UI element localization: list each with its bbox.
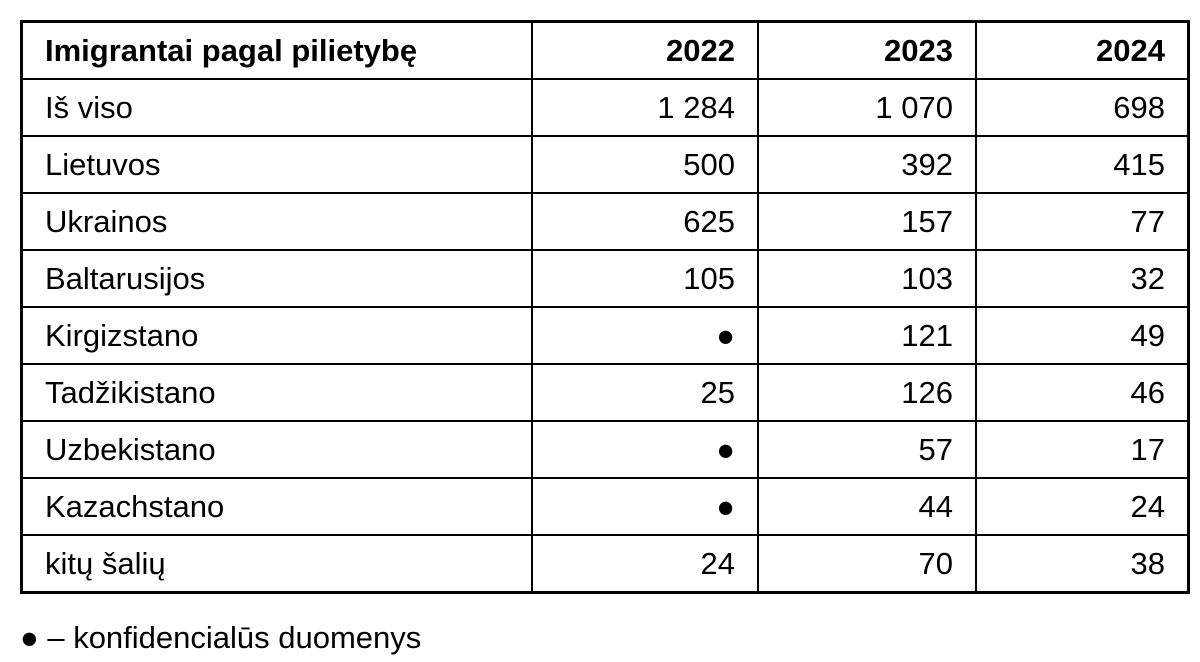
table-row: Kirgizstano ● 121 49 (20, 306, 1190, 365)
header-cell: 2023 (757, 20, 977, 80)
cell: 121 (757, 306, 977, 365)
table-row: Uzbekistano ● 57 17 (20, 420, 1190, 479)
cell: 77 (975, 192, 1190, 251)
cell: ● (531, 477, 759, 536)
cell: 1 284 (531, 78, 759, 137)
table-row: Ukrainos 625 157 77 (20, 192, 1190, 251)
row-label: Kirgizstano (20, 306, 533, 365)
cell: 24 (975, 477, 1190, 536)
cell: 38 (975, 534, 1190, 594)
cell: ● (531, 306, 759, 365)
cell: 49 (975, 306, 1190, 365)
table-row: Tadžikistano 25 126 46 (20, 363, 1190, 422)
cell: 70 (757, 534, 977, 594)
cell: 1 070 (757, 78, 977, 137)
row-label: kitų šalių (20, 534, 533, 594)
table-row: Lietuvos 500 392 415 (20, 135, 1190, 194)
table-row: Kazachstano ● 44 24 (20, 477, 1190, 536)
footnote: ● – konfidencialūs duomenys (20, 620, 422, 655)
row-label: Ukrainos (20, 192, 533, 251)
cell: 17 (975, 420, 1190, 479)
row-label: Iš viso (20, 78, 533, 137)
cell: 415 (975, 135, 1190, 194)
cell: 698 (975, 78, 1190, 137)
header-cell: 2024 (975, 20, 1190, 80)
header-row: Imigrantai pagal pilietybę 2022 2023 2024 (20, 20, 1190, 80)
cell: 103 (757, 249, 977, 308)
table-row: Baltarusijos 105 103 32 (20, 249, 1190, 308)
cell: 105 (531, 249, 759, 308)
row-label: Baltarusijos (20, 249, 533, 308)
header-cell: 2022 (531, 20, 759, 80)
table-body: Iš viso 1 284 1 070 698 Lietuvos 500 392 415 Ukr… (20, 78, 1190, 594)
cell: 44 (757, 477, 977, 536)
cell: 392 (757, 135, 977, 194)
cell: 625 (531, 192, 759, 251)
cell: 500 (531, 135, 759, 194)
header-cell: Imigrantai pagal pilietybę (20, 20, 533, 80)
cell: 157 (757, 192, 977, 251)
row-label: Tadžikistano (20, 363, 533, 422)
row-label: Uzbekistano (20, 420, 533, 479)
row-label: Kazachstano (20, 477, 533, 536)
cell: 32 (975, 249, 1190, 308)
table-row: Iš viso 1 284 1 070 698 (20, 78, 1190, 137)
row-label: Lietuvos (20, 135, 533, 194)
cell: 46 (975, 363, 1190, 422)
data-table: Imigrantai pagal pilietybę 2022 2023 2024 I… (20, 20, 1190, 594)
cell: 57 (757, 420, 977, 479)
cell: 24 (531, 534, 759, 594)
table-row: kitų šalių 24 70 38 (20, 534, 1190, 594)
cell: 25 (531, 363, 759, 422)
cell: 126 (757, 363, 977, 422)
cell: ● (531, 420, 759, 479)
